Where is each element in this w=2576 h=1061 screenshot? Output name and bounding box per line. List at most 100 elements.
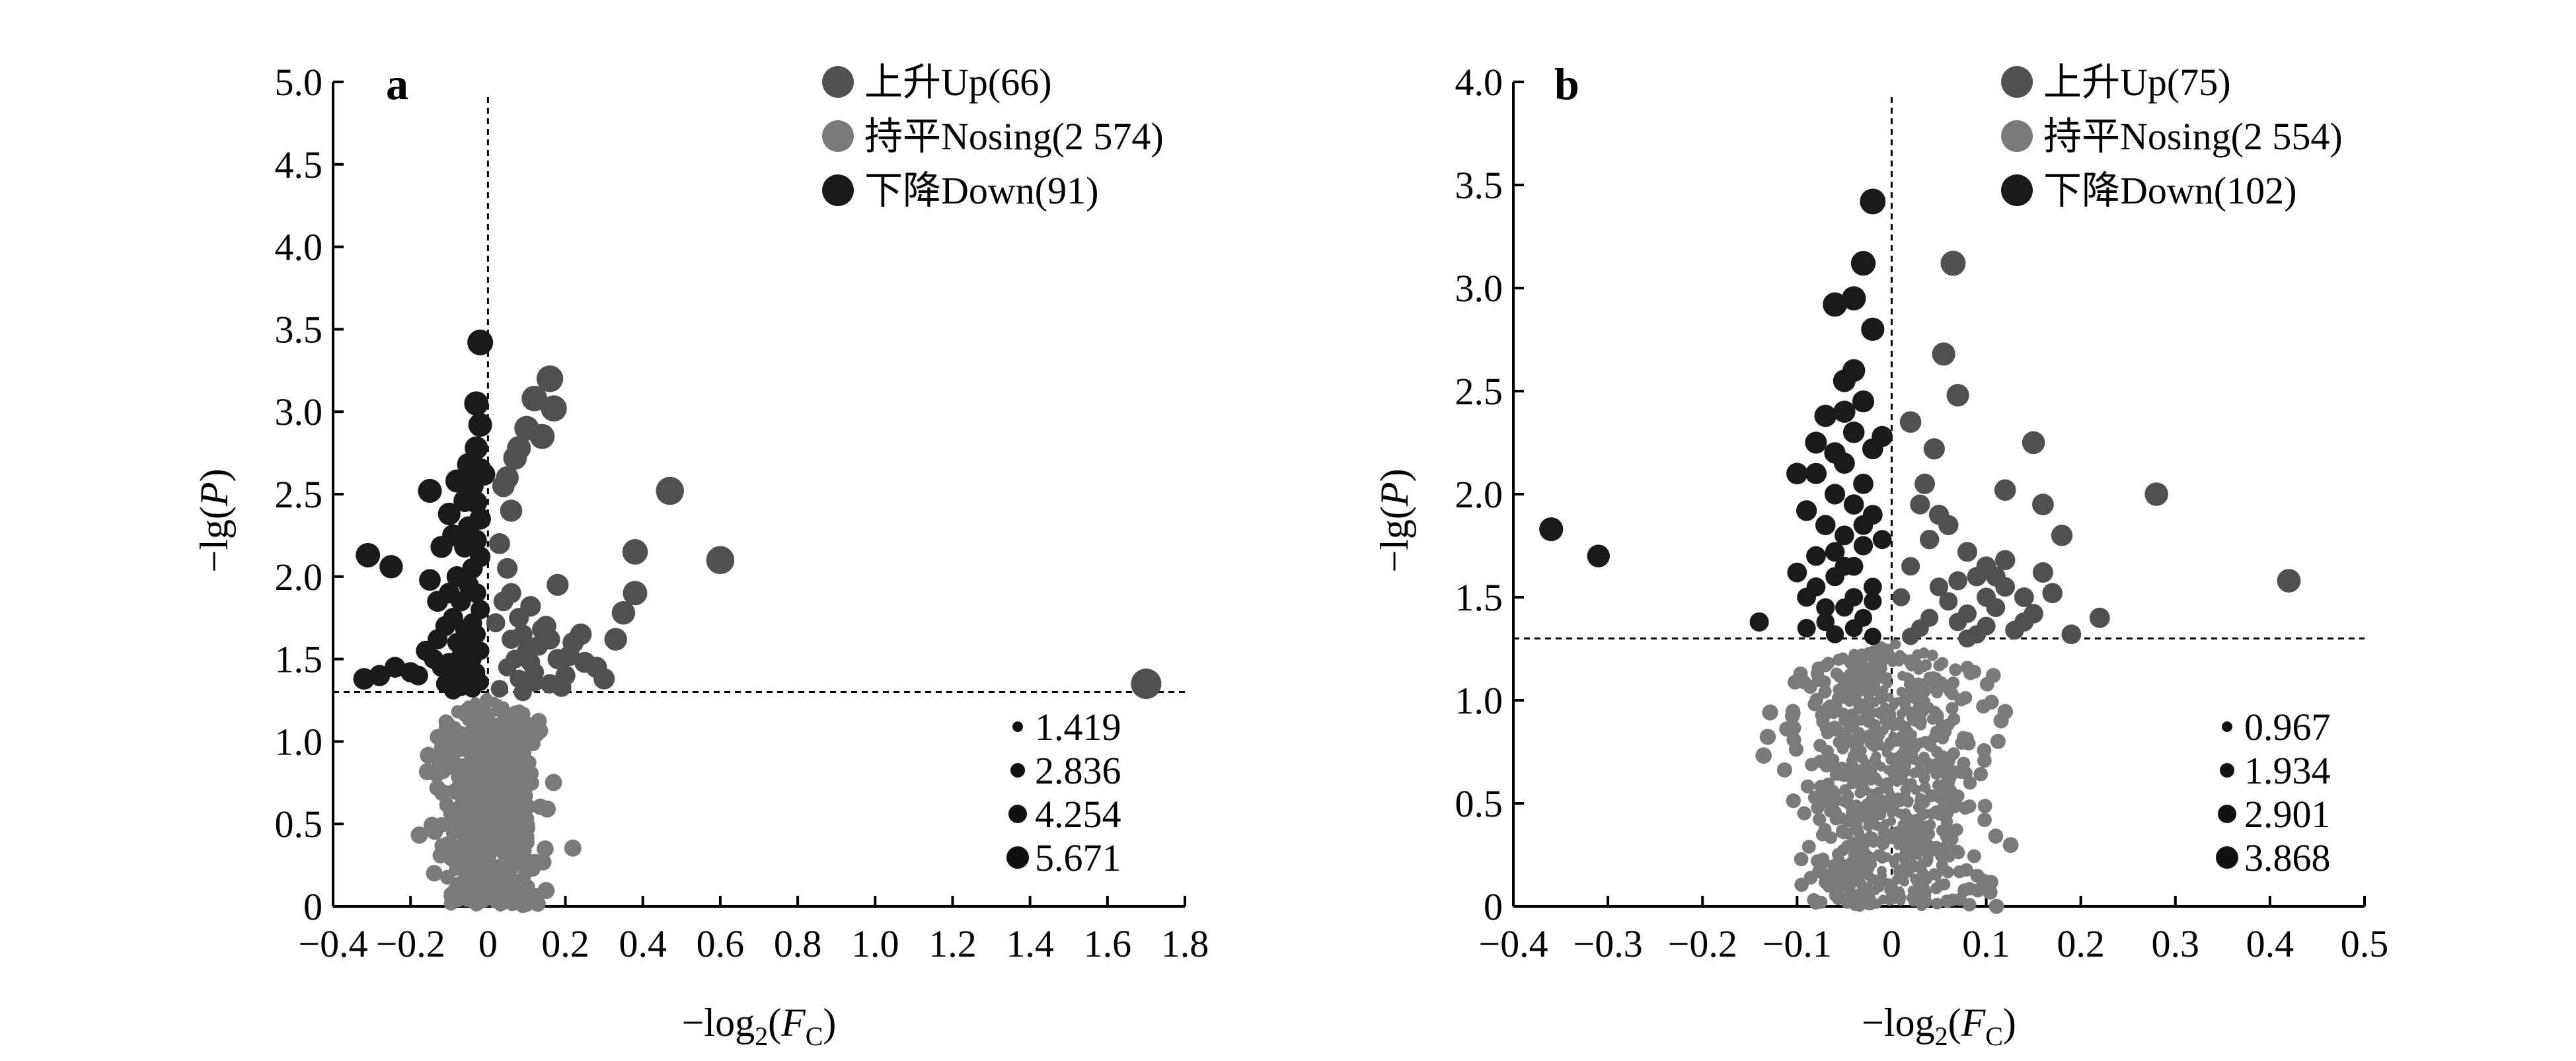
point-nosing xyxy=(1887,885,1897,895)
point-up xyxy=(2061,624,2082,645)
x-axis-title: −log2(FC) xyxy=(1862,1001,2016,1051)
point-nosing xyxy=(432,848,449,863)
point-up xyxy=(2089,607,2110,628)
point-nosing xyxy=(1989,898,2004,914)
point-nosing xyxy=(1873,836,1884,847)
point-nosing xyxy=(1831,888,1844,901)
point-up xyxy=(551,677,572,697)
point-down xyxy=(384,657,406,678)
point-nosing xyxy=(1838,682,1850,694)
point-nosing xyxy=(1844,657,1856,669)
point-nosing xyxy=(1872,878,1883,889)
point-nosing xyxy=(1759,729,1776,745)
point-up xyxy=(1967,567,1987,587)
size-legend-label: 4.254 xyxy=(1035,793,1121,836)
point-nosing xyxy=(1971,883,1985,898)
point-nosing xyxy=(1946,893,1959,906)
point-nosing xyxy=(1962,898,1977,912)
point-nosing xyxy=(1854,703,1866,715)
x-tick-label: 0.6 xyxy=(697,922,745,965)
x-tick-label: 0 xyxy=(1882,922,1901,965)
point-nosing xyxy=(1755,747,1772,764)
point-nosing xyxy=(1883,765,1893,775)
point-nosing xyxy=(1977,743,1992,758)
x-tick-label: −0.4 xyxy=(1478,922,1548,965)
y-tick-label: 2.0 xyxy=(1455,473,1503,516)
x-tick-label: 1.6 xyxy=(1084,922,1132,965)
point-nosing xyxy=(1850,671,1862,682)
size-legend-marker xyxy=(2222,721,2232,732)
point-nosing xyxy=(1832,854,1845,866)
point-nosing xyxy=(458,709,471,722)
point-nosing xyxy=(1957,883,1971,897)
y-tick-label: 0.5 xyxy=(1455,782,1503,825)
point-up xyxy=(1957,542,1977,562)
y-tick-label: 0.5 xyxy=(275,803,323,846)
point-up xyxy=(2014,612,2034,632)
point-nosing xyxy=(1884,829,1895,839)
point-nosing xyxy=(478,751,488,762)
point-nosing xyxy=(468,747,480,758)
point-up xyxy=(1892,588,1911,606)
point-nosing xyxy=(523,766,539,782)
point-up xyxy=(496,466,519,490)
point-nosing xyxy=(1905,745,1916,755)
point-nosing xyxy=(1924,819,1936,831)
x-tick-label: −0.4 xyxy=(298,922,367,965)
y-tick-label: 3.5 xyxy=(275,308,323,351)
point-nosing xyxy=(1919,686,1931,698)
point-nosing xyxy=(1915,719,1926,731)
point-up xyxy=(623,581,648,606)
size-legend-label: 2.836 xyxy=(1035,749,1121,792)
point-nosing xyxy=(429,780,446,796)
legend-label-down: 下降Down(102) xyxy=(2043,169,2296,212)
point-nosing xyxy=(1946,766,1960,779)
point-nosing xyxy=(532,798,549,815)
point-nosing xyxy=(470,896,481,908)
point-nosing xyxy=(468,784,480,795)
point-up xyxy=(1929,577,1949,597)
point-nosing xyxy=(476,765,488,776)
point-nosing xyxy=(1951,846,1965,860)
size-legend-marker xyxy=(2216,846,2238,869)
point-nosing xyxy=(484,801,494,811)
point-nosing xyxy=(1984,694,1999,710)
point-nosing xyxy=(1922,757,1934,769)
point-nosing xyxy=(1854,770,1866,781)
point-up xyxy=(1131,669,1162,700)
x-axis-title-prefix: −log xyxy=(682,1001,755,1044)
point-nosing xyxy=(527,718,544,735)
point-nosing xyxy=(1762,704,1778,721)
point-down xyxy=(1824,484,1846,505)
point-nosing xyxy=(1959,691,1973,705)
point-down xyxy=(1853,515,1874,535)
point-nosing xyxy=(497,760,509,772)
point-down xyxy=(1787,562,1807,583)
point-nosing xyxy=(1866,856,1877,867)
point-nosing xyxy=(1875,690,1885,700)
point-nosing xyxy=(1936,657,1949,669)
point-nosing xyxy=(476,776,488,786)
y-axis-title-prefix: −lg( xyxy=(1373,506,1416,573)
point-nosing xyxy=(1977,813,1992,827)
point-up xyxy=(521,385,548,412)
point-down xyxy=(419,569,441,591)
point-nosing xyxy=(494,895,506,906)
point-nosing xyxy=(1897,696,1908,706)
point-nosing xyxy=(1887,809,1897,819)
point-nosing xyxy=(1894,721,1904,731)
point-down xyxy=(1842,421,1865,443)
point-nosing xyxy=(434,740,450,756)
point-down xyxy=(1539,517,1564,542)
point-nosing xyxy=(1930,746,1943,758)
point-up xyxy=(1957,604,1977,624)
point-down xyxy=(1796,500,1817,521)
point-down xyxy=(1872,425,1893,447)
point-up xyxy=(490,680,509,698)
point-nosing xyxy=(1870,696,1880,708)
point-down xyxy=(1842,359,1866,382)
point-nosing xyxy=(439,797,455,813)
point-nosing xyxy=(1958,801,1973,815)
point-up xyxy=(593,668,615,690)
point-down xyxy=(445,469,469,493)
